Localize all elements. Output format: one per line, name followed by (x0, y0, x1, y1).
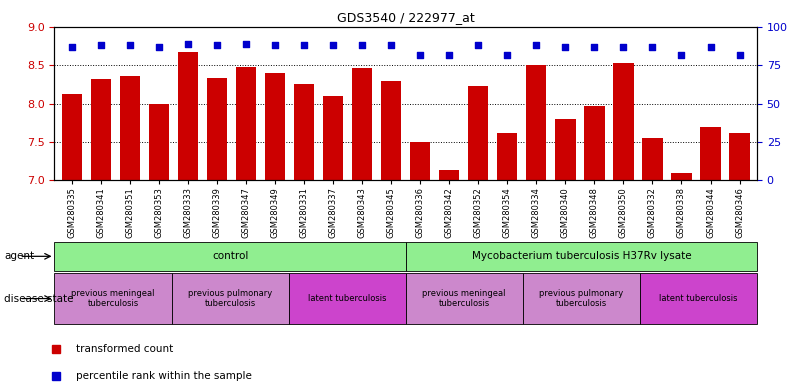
Bar (730, 133, 750, 180)
Text: previous pulmonary
tuberculosis: previous pulmonary tuberculosis (188, 289, 272, 308)
Point (559, 44, 572, 50)
Bar (265, 73, 285, 180)
Bar (700, 127, 721, 180)
Text: transformed count: transformed count (76, 344, 173, 354)
Text: previous meningeal
tuberculosis: previous meningeal tuberculosis (71, 289, 155, 308)
Bar (642, 138, 662, 180)
Text: latent tuberculosis: latent tuberculosis (308, 294, 386, 303)
Bar (381, 81, 401, 180)
Point (152, 44, 165, 50)
Bar (288, 273, 406, 324)
Bar (523, 273, 640, 324)
Text: control: control (212, 251, 248, 262)
Text: previous pulmonary
tuberculosis: previous pulmonary tuberculosis (539, 289, 623, 308)
Bar (614, 63, 634, 180)
Text: previous meningeal
tuberculosis: previous meningeal tuberculosis (422, 289, 506, 308)
Bar (439, 170, 460, 180)
Bar (584, 106, 605, 180)
Point (443, 51, 456, 58)
Text: latent tuberculosis: latent tuberculosis (659, 294, 738, 303)
Bar (640, 273, 757, 324)
Bar (171, 273, 288, 324)
Bar (178, 52, 198, 180)
Text: percentile rank within the sample: percentile rank within the sample (76, 371, 252, 381)
Bar (294, 84, 314, 180)
Text: GDS3540 / 222977_at: GDS3540 / 222977_at (337, 12, 474, 25)
Point (268, 42, 281, 48)
Point (530, 42, 543, 48)
Bar (62, 94, 82, 180)
Point (211, 42, 223, 48)
Point (646, 44, 659, 50)
Bar (555, 119, 576, 180)
Point (298, 42, 311, 48)
Text: disease state: disease state (4, 293, 74, 304)
Bar (352, 68, 372, 180)
Bar (54, 242, 406, 271)
Point (95, 42, 107, 48)
Text: agent: agent (4, 251, 34, 262)
Point (501, 51, 513, 58)
Point (733, 51, 746, 58)
Bar (54, 273, 171, 324)
Bar (120, 76, 140, 180)
Point (66, 44, 78, 50)
Point (123, 42, 136, 48)
Point (617, 44, 630, 50)
Bar (410, 142, 430, 180)
Point (588, 44, 601, 50)
Bar (149, 104, 169, 180)
Point (182, 41, 195, 47)
Point (239, 41, 252, 47)
Bar (323, 96, 344, 180)
Bar (526, 65, 546, 180)
Bar (468, 86, 489, 180)
Point (327, 42, 340, 48)
Point (704, 44, 717, 50)
Text: Mycobacterium tuberculosis H37Rv lysate: Mycobacterium tuberculosis H37Rv lysate (472, 251, 691, 262)
Bar (671, 173, 691, 180)
Bar (497, 133, 517, 180)
Point (472, 42, 485, 48)
Point (356, 42, 368, 48)
Bar (207, 78, 227, 180)
Point (414, 51, 427, 58)
Bar (91, 79, 111, 180)
Bar (406, 242, 757, 271)
Bar (406, 273, 523, 324)
Point (675, 51, 688, 58)
Bar (235, 67, 256, 180)
Point (384, 42, 397, 48)
